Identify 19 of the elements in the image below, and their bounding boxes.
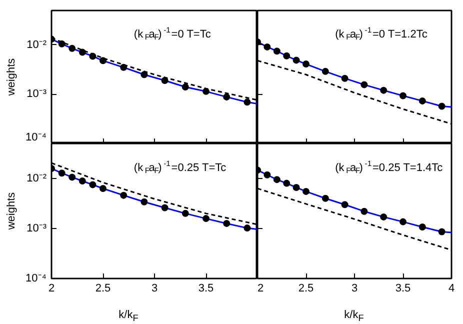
y-axis-title: weights bbox=[6, 58, 18, 97]
x-tick-label: 3.5 bbox=[395, 282, 411, 294]
x-tick-label: 2 bbox=[48, 282, 55, 294]
y-tick-label: 10⁻⁴ bbox=[26, 132, 47, 144]
x-tick-label: 2.5 bbox=[298, 282, 314, 294]
x-axis-title: k/k$_{F}$ bbox=[343, 308, 365, 324]
x-tick-label: 3.5 bbox=[198, 282, 214, 294]
y-tick-label: 10⁻³ bbox=[26, 88, 47, 100]
x-tick-label: 2 bbox=[258, 282, 264, 294]
y-axis-title: weights bbox=[6, 192, 18, 231]
x-tick-label: 4 bbox=[448, 282, 455, 294]
x-tick-label: 3 bbox=[151, 282, 158, 294]
x-tick-label: 3 bbox=[351, 282, 358, 294]
y-tick-label: 10⁻⁴ bbox=[26, 272, 47, 284]
x-tick-label: 2.5 bbox=[95, 282, 111, 294]
x-axis-title: k/k$_{F}$ bbox=[118, 308, 140, 324]
y-tick-label: 10⁻² bbox=[26, 172, 47, 184]
y-tick-label: 10⁻³ bbox=[26, 222, 47, 234]
y-tick-label: 10⁻² bbox=[26, 38, 47, 51]
